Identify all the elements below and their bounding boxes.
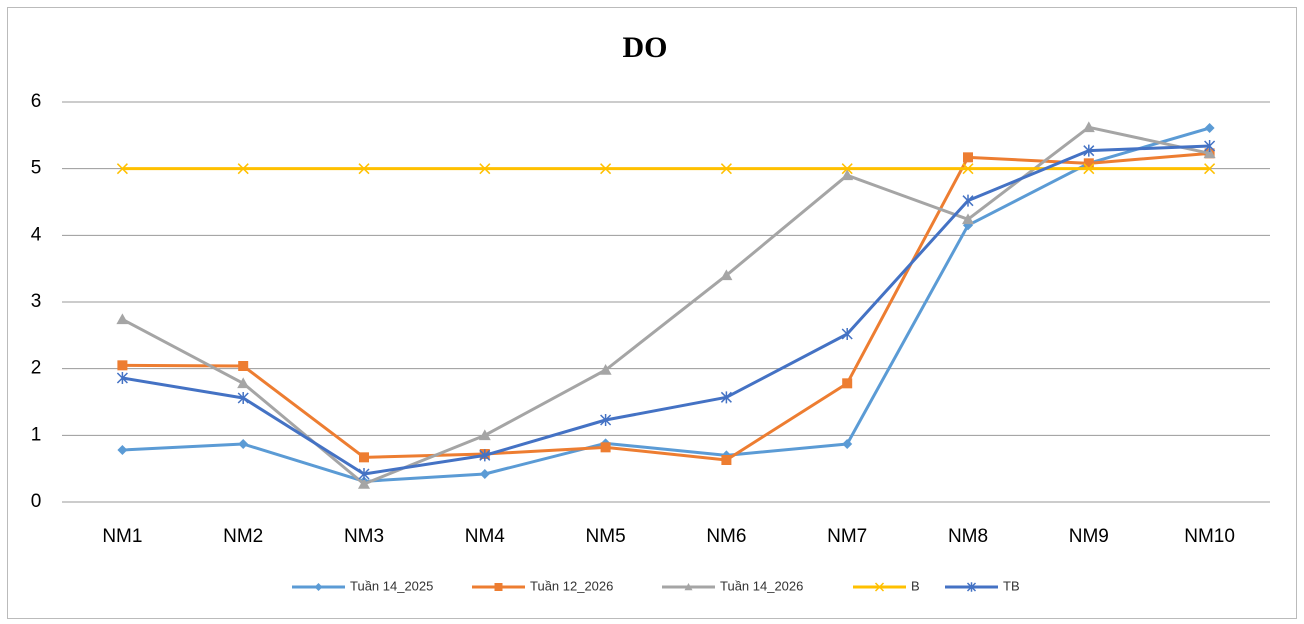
y-tick-label: 1	[31, 424, 42, 445]
data-point	[358, 163, 370, 175]
legend-label: Tuần 12_2026	[530, 578, 613, 593]
x-tick-label: NM3	[344, 526, 384, 547]
y-tick-label: 3	[31, 291, 42, 312]
series-line	[121, 125, 1210, 486]
data-point	[1083, 163, 1095, 175]
data-point	[720, 391, 732, 404]
legend-label: Tuần 14_2026	[720, 578, 803, 593]
data-point	[117, 445, 128, 455]
y-tick-label: 5	[31, 158, 42, 179]
x-tick-label: NM2	[223, 526, 263, 547]
data-point	[116, 163, 128, 175]
data-point	[841, 169, 854, 181]
data-point	[117, 360, 128, 371]
data-point	[600, 163, 612, 175]
data-point	[116, 313, 129, 325]
data-point	[359, 452, 369, 463]
data-point	[962, 163, 974, 175]
data-point	[1204, 163, 1216, 175]
data-point	[237, 392, 249, 404]
data-point	[479, 449, 491, 462]
y-tick-label: 0	[31, 491, 42, 512]
data-point	[599, 364, 612, 375]
x-tick-label: NM10	[1184, 526, 1235, 547]
data-point	[600, 442, 611, 453]
data-point	[1203, 147, 1216, 159]
chart-frame	[7, 7, 1297, 619]
data-point	[1083, 144, 1095, 157]
legend-marker	[966, 582, 977, 592]
data-point	[479, 163, 491, 175]
data-point	[479, 469, 490, 479]
y-tick-label: 4	[31, 224, 42, 245]
series-line	[122, 144, 1210, 476]
data-point	[841, 163, 853, 175]
data-point	[962, 213, 974, 225]
data-point	[721, 455, 732, 465]
x-tick-label: NM7	[827, 526, 867, 547]
x-tick-label: NM9	[1069, 526, 1109, 547]
data-point	[358, 468, 370, 480]
series-line	[122, 151, 1210, 462]
data-point	[720, 269, 733, 281]
x-tick-label: NM1	[102, 526, 142, 547]
data-point	[238, 361, 249, 371]
data-point	[358, 478, 370, 489]
data-point	[1204, 123, 1215, 133]
data-point	[1083, 158, 1094, 169]
legend-label: TB	[1003, 578, 1020, 593]
data-point	[238, 439, 249, 449]
data-point	[842, 439, 853, 449]
y-tick-label: 2	[31, 358, 42, 379]
data-point	[963, 152, 973, 163]
data-point	[237, 163, 249, 175]
data-point	[1082, 121, 1095, 133]
y-tick-label: 6	[31, 91, 42, 112]
x-tick-label: NM6	[706, 526, 746, 547]
data-point	[962, 194, 974, 207]
legend-label: B	[911, 578, 920, 593]
data-point	[841, 328, 853, 340]
data-point	[720, 163, 732, 175]
data-point	[478, 429, 491, 441]
legend-label: Tuần 14_2025	[350, 578, 433, 593]
data-point	[600, 414, 612, 426]
x-tick-label: NM4	[465, 526, 506, 547]
data-point	[1204, 140, 1216, 152]
chart-title: DO	[623, 31, 668, 64]
series-line	[122, 126, 1211, 483]
legend-marker	[494, 583, 503, 591]
x-tick-label: NM5	[586, 526, 626, 547]
x-tick-label: NM8	[948, 526, 988, 547]
data-point	[237, 377, 250, 389]
legend-marker	[314, 583, 323, 591]
data-point	[842, 378, 853, 389]
legend-marker	[874, 582, 885, 592]
legend-marker	[684, 583, 693, 591]
data-point	[116, 372, 128, 384]
